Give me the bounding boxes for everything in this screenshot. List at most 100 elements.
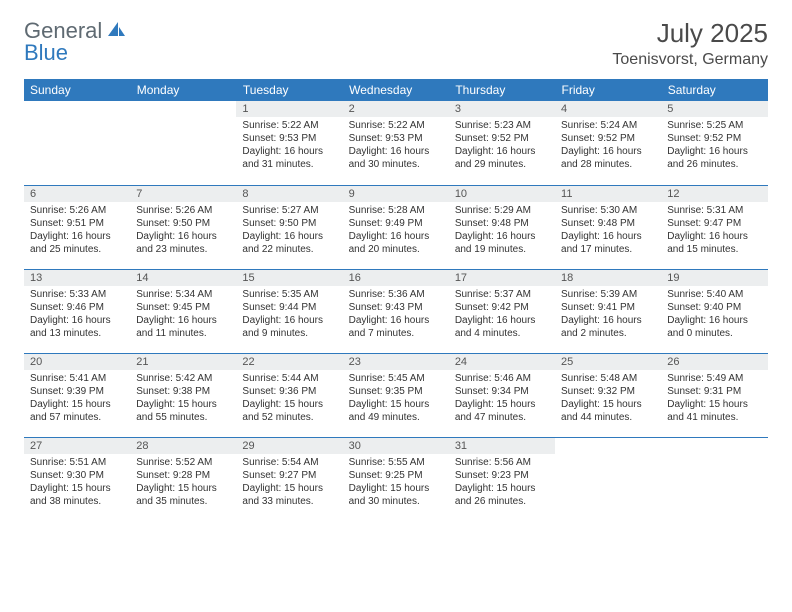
- calendar-cell: 11Sunrise: 5:30 AMSunset: 9:48 PMDayligh…: [555, 185, 661, 269]
- sunrise-line: Sunrise: 5:41 AM: [30, 372, 124, 385]
- calendar-cell: 18Sunrise: 5:39 AMSunset: 9:41 PMDayligh…: [555, 269, 661, 353]
- calendar-table: Sunday Monday Tuesday Wednesday Thursday…: [24, 79, 768, 521]
- day-details: Sunrise: 5:46 AMSunset: 9:34 PMDaylight:…: [449, 370, 555, 428]
- sunset-line: Sunset: 9:28 PM: [136, 469, 230, 482]
- day-details: Sunrise: 5:36 AMSunset: 9:43 PMDaylight:…: [343, 286, 449, 344]
- calendar-cell: 28Sunrise: 5:52 AMSunset: 9:28 PMDayligh…: [130, 437, 236, 521]
- daylight-line: Daylight: 16 hours and 22 minutes.: [242, 230, 336, 256]
- day-details: Sunrise: 5:27 AMSunset: 9:50 PMDaylight:…: [236, 202, 342, 260]
- day-details: Sunrise: 5:28 AMSunset: 9:49 PMDaylight:…: [343, 202, 449, 260]
- daylight-line: Daylight: 16 hours and 9 minutes.: [242, 314, 336, 340]
- day-number: 18: [555, 270, 661, 286]
- sunrise-line: Sunrise: 5:26 AM: [30, 204, 124, 217]
- sunset-line: Sunset: 9:46 PM: [30, 301, 124, 314]
- sunset-line: Sunset: 9:42 PM: [455, 301, 549, 314]
- logo-text-blue: Blue: [24, 40, 68, 66]
- calendar-cell: 2Sunrise: 5:22 AMSunset: 9:53 PMDaylight…: [343, 101, 449, 185]
- sunset-line: Sunset: 9:41 PM: [561, 301, 655, 314]
- day-number: 12: [661, 186, 767, 202]
- title-block: July 2025 Toenisvorst, Germany: [612, 18, 768, 69]
- calendar-row: 1Sunrise: 5:22 AMSunset: 9:53 PMDaylight…: [24, 101, 768, 185]
- day-details: Sunrise: 5:48 AMSunset: 9:32 PMDaylight:…: [555, 370, 661, 428]
- sunrise-line: Sunrise: 5:27 AM: [242, 204, 336, 217]
- calendar-cell: 7Sunrise: 5:26 AMSunset: 9:50 PMDaylight…: [130, 185, 236, 269]
- calendar-cell: 26Sunrise: 5:49 AMSunset: 9:31 PMDayligh…: [661, 353, 767, 437]
- day-number: 10: [449, 186, 555, 202]
- calendar-cell: 19Sunrise: 5:40 AMSunset: 9:40 PMDayligh…: [661, 269, 767, 353]
- calendar-cell: 9Sunrise: 5:28 AMSunset: 9:49 PMDaylight…: [343, 185, 449, 269]
- sunset-line: Sunset: 9:52 PM: [455, 132, 549, 145]
- daylight-line: Daylight: 15 hours and 47 minutes.: [455, 398, 549, 424]
- calendar-row: 6Sunrise: 5:26 AMSunset: 9:51 PMDaylight…: [24, 185, 768, 269]
- daylight-line: Daylight: 16 hours and 7 minutes.: [349, 314, 443, 340]
- calendar-cell: 21Sunrise: 5:42 AMSunset: 9:38 PMDayligh…: [130, 353, 236, 437]
- weekday-thursday: Thursday: [449, 79, 555, 101]
- day-details: Sunrise: 5:52 AMSunset: 9:28 PMDaylight:…: [130, 454, 236, 512]
- daylight-line: Daylight: 16 hours and 25 minutes.: [30, 230, 124, 256]
- sunrise-line: Sunrise: 5:48 AM: [561, 372, 655, 385]
- calendar-cell: [661, 437, 767, 521]
- daylight-line: Daylight: 15 hours and 30 minutes.: [349, 482, 443, 508]
- sunset-line: Sunset: 9:25 PM: [349, 469, 443, 482]
- sunset-line: Sunset: 9:32 PM: [561, 385, 655, 398]
- sunrise-line: Sunrise: 5:39 AM: [561, 288, 655, 301]
- daylight-line: Daylight: 15 hours and 33 minutes.: [242, 482, 336, 508]
- day-details: Sunrise: 5:45 AMSunset: 9:35 PMDaylight:…: [343, 370, 449, 428]
- sunset-line: Sunset: 9:48 PM: [455, 217, 549, 230]
- sunset-line: Sunset: 9:40 PM: [667, 301, 761, 314]
- sunrise-line: Sunrise: 5:36 AM: [349, 288, 443, 301]
- day-number: 31: [449, 438, 555, 454]
- day-details: Sunrise: 5:34 AMSunset: 9:45 PMDaylight:…: [130, 286, 236, 344]
- day-number: 3: [449, 101, 555, 117]
- day-details: Sunrise: 5:44 AMSunset: 9:36 PMDaylight:…: [236, 370, 342, 428]
- calendar-cell: 31Sunrise: 5:56 AMSunset: 9:23 PMDayligh…: [449, 437, 555, 521]
- day-number: 6: [24, 186, 130, 202]
- calendar-cell: 23Sunrise: 5:45 AMSunset: 9:35 PMDayligh…: [343, 353, 449, 437]
- daylight-line: Daylight: 16 hours and 11 minutes.: [136, 314, 230, 340]
- weekday-row: Sunday Monday Tuesday Wednesday Thursday…: [24, 79, 768, 101]
- calendar-cell: 17Sunrise: 5:37 AMSunset: 9:42 PMDayligh…: [449, 269, 555, 353]
- calendar-cell: 5Sunrise: 5:25 AMSunset: 9:52 PMDaylight…: [661, 101, 767, 185]
- calendar-cell: 24Sunrise: 5:46 AMSunset: 9:34 PMDayligh…: [449, 353, 555, 437]
- day-details: Sunrise: 5:39 AMSunset: 9:41 PMDaylight:…: [555, 286, 661, 344]
- day-number: 30: [343, 438, 449, 454]
- sunrise-line: Sunrise: 5:49 AM: [667, 372, 761, 385]
- day-number: 17: [449, 270, 555, 286]
- daylight-line: Daylight: 16 hours and 30 minutes.: [349, 145, 443, 171]
- sunrise-line: Sunrise: 5:42 AM: [136, 372, 230, 385]
- sunrise-line: Sunrise: 5:33 AM: [30, 288, 124, 301]
- sunrise-line: Sunrise: 5:31 AM: [667, 204, 761, 217]
- day-details: Sunrise: 5:56 AMSunset: 9:23 PMDaylight:…: [449, 454, 555, 512]
- weekday-wednesday: Wednesday: [343, 79, 449, 101]
- daylight-line: Daylight: 15 hours and 55 minutes.: [136, 398, 230, 424]
- calendar-row: 13Sunrise: 5:33 AMSunset: 9:46 PMDayligh…: [24, 269, 768, 353]
- calendar-cell: [24, 101, 130, 185]
- weekday-monday: Monday: [130, 79, 236, 101]
- sunset-line: Sunset: 9:48 PM: [561, 217, 655, 230]
- day-details: Sunrise: 5:22 AMSunset: 9:53 PMDaylight:…: [236, 117, 342, 175]
- sunset-line: Sunset: 9:23 PM: [455, 469, 549, 482]
- day-number: 25: [555, 354, 661, 370]
- day-details: Sunrise: 5:25 AMSunset: 9:52 PMDaylight:…: [661, 117, 767, 175]
- day-number: 23: [343, 354, 449, 370]
- day-details: Sunrise: 5:24 AMSunset: 9:52 PMDaylight:…: [555, 117, 661, 175]
- daylight-line: Daylight: 16 hours and 19 minutes.: [455, 230, 549, 256]
- daylight-line: Daylight: 16 hours and 31 minutes.: [242, 145, 336, 171]
- daylight-line: Daylight: 15 hours and 26 minutes.: [455, 482, 549, 508]
- day-number: 24: [449, 354, 555, 370]
- day-number: 7: [130, 186, 236, 202]
- calendar-cell: 30Sunrise: 5:55 AMSunset: 9:25 PMDayligh…: [343, 437, 449, 521]
- calendar-cell: 6Sunrise: 5:26 AMSunset: 9:51 PMDaylight…: [24, 185, 130, 269]
- calendar-cell: 27Sunrise: 5:51 AMSunset: 9:30 PMDayligh…: [24, 437, 130, 521]
- daylight-line: Daylight: 15 hours and 41 minutes.: [667, 398, 761, 424]
- day-details: Sunrise: 5:26 AMSunset: 9:50 PMDaylight:…: [130, 202, 236, 260]
- daylight-line: Daylight: 16 hours and 23 minutes.: [136, 230, 230, 256]
- calendar-cell: 14Sunrise: 5:34 AMSunset: 9:45 PMDayligh…: [130, 269, 236, 353]
- day-details: Sunrise: 5:29 AMSunset: 9:48 PMDaylight:…: [449, 202, 555, 260]
- calendar-row: 20Sunrise: 5:41 AMSunset: 9:39 PMDayligh…: [24, 353, 768, 437]
- daylight-line: Daylight: 16 hours and 17 minutes.: [561, 230, 655, 256]
- sunset-line: Sunset: 9:36 PM: [242, 385, 336, 398]
- day-details: Sunrise: 5:41 AMSunset: 9:39 PMDaylight:…: [24, 370, 130, 428]
- daylight-line: Daylight: 16 hours and 0 minutes.: [667, 314, 761, 340]
- sunrise-line: Sunrise: 5:37 AM: [455, 288, 549, 301]
